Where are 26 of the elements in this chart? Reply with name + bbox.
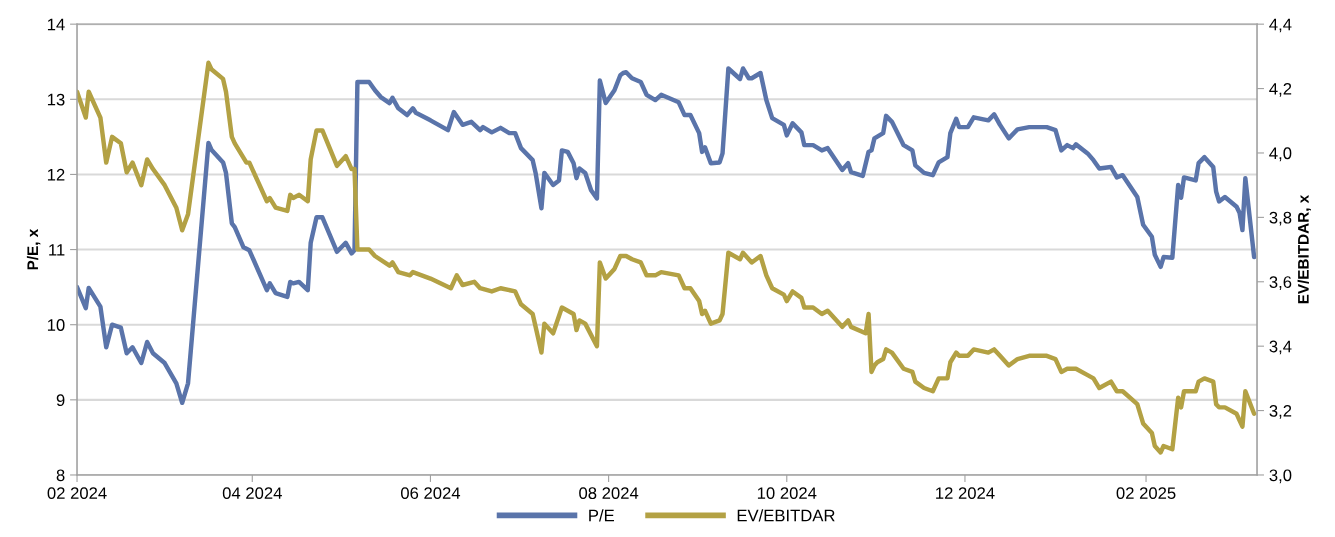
y2-tick-label: 3,8 <box>1269 211 1292 226</box>
y2-tick-label: 3,4 <box>1269 340 1292 355</box>
y-tick-label: 10 <box>47 319 65 331</box>
y-tick-label: 9 <box>56 394 65 407</box>
y-tick-label: 11 <box>49 244 65 256</box>
y-axis-title: P/E, x <box>26 228 41 270</box>
y2-tick-label: 3,6 <box>1269 276 1292 290</box>
y2-axis-title: EV/EBITDAR, x <box>1297 194 1311 304</box>
x-tick-label: 10 2024 <box>757 487 817 500</box>
legend-label: EV/EBITDAR <box>737 509 835 522</box>
y-tick-label: 8 <box>56 469 65 482</box>
x-tick-label: 12 2024 <box>936 487 995 500</box>
y2-tick-label: 3,2 <box>1269 404 1292 419</box>
x-tick-label: 02 2025 <box>1116 487 1176 500</box>
y2-tick-label: 3,0 <box>1269 469 1292 484</box>
y-tick-label: 12 <box>47 168 65 181</box>
x-tick-label: 08 2024 <box>579 487 639 500</box>
x-tick-label: 04 2024 <box>222 487 282 500</box>
y-tick-label: 14 <box>47 18 65 31</box>
y-tick-label: 13 <box>47 93 65 106</box>
x-tick-label: 02 2024 <box>47 487 107 500</box>
legend-label: P/E <box>589 509 614 522</box>
x-tick-label: 06 2024 <box>400 487 461 500</box>
y2-tick-label: 4,2 <box>1269 82 1292 97</box>
y2-tick-label: 4,0 <box>1269 147 1292 162</box>
y2-tick-label: 4,4 <box>1269 18 1292 33</box>
